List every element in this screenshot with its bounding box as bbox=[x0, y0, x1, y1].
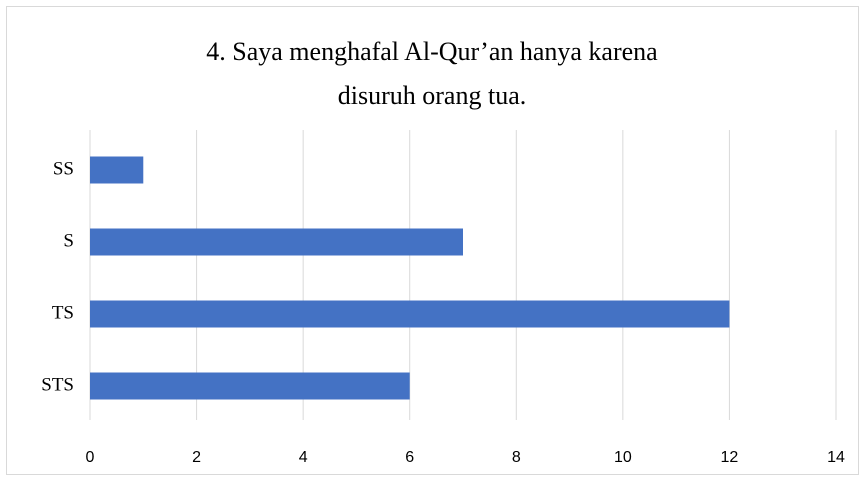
x-tick-label: 2 bbox=[192, 449, 201, 466]
bar bbox=[90, 372, 410, 400]
y-tick-label: STS bbox=[41, 374, 74, 395]
x-tick-label: 4 bbox=[299, 449, 308, 466]
y-tick-label: SS bbox=[53, 158, 74, 179]
bar bbox=[90, 228, 463, 256]
x-tick-label: 6 bbox=[405, 449, 414, 466]
x-tick-label: 10 bbox=[614, 449, 632, 466]
x-tick-label: 8 bbox=[512, 449, 521, 466]
chart-title: 4. Saya menghafal Al-Qur’an hanya karena… bbox=[206, 37, 658, 110]
x-tick-label: 12 bbox=[721, 449, 739, 466]
bar bbox=[90, 156, 144, 184]
y-tick-label: TS bbox=[52, 302, 74, 323]
bar bbox=[90, 300, 730, 328]
x-tick-label: 0 bbox=[86, 449, 95, 466]
x-tick-label: 14 bbox=[827, 449, 845, 466]
y-tick-label: S bbox=[63, 230, 74, 251]
